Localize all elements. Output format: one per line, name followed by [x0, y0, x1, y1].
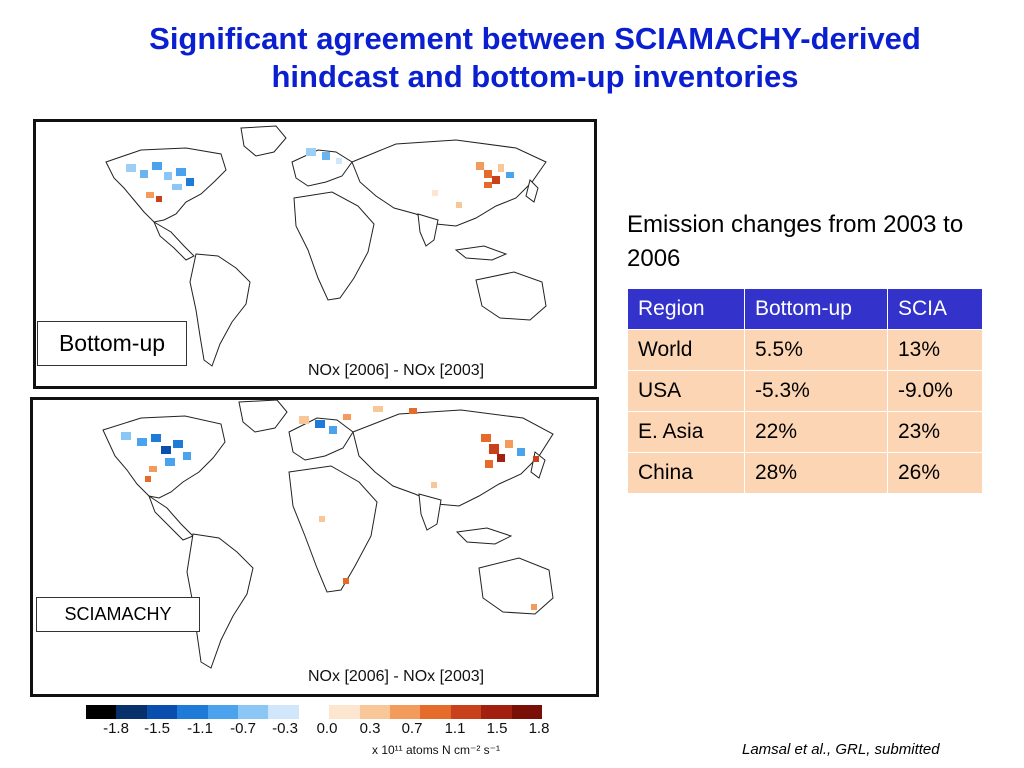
colorbar-segment: [268, 705, 299, 719]
header-region: Region: [627, 288, 745, 330]
colorbar-segment: [359, 705, 391, 719]
slide-title-line1: Significant agreement between SCIAMACHY-…: [149, 21, 921, 56]
header-scia: SCIA: [887, 288, 983, 330]
sciamachy-caption: NOx [2006] - NOx [2003]: [308, 668, 485, 685]
colorbar-tick: 0.7: [401, 720, 423, 737]
row-bottom-up: 28%: [744, 452, 888, 494]
citation: Lamsal et al., GRL, submitted: [742, 741, 940, 758]
sciamachy-map-panel: SCIAMACHY NOx [2006] - NOx [2003]: [30, 397, 599, 697]
colorbar-segment: [298, 705, 330, 719]
colorbar: [86, 705, 543, 719]
bottom-up-label: Bottom-up: [37, 321, 187, 366]
bottom-up-world-map: [105, 125, 547, 367]
table-row: USA -5.3% -9.0%: [627, 370, 983, 412]
bottom-up-caption: NOx [2006] - NOx [2003]: [308, 362, 485, 379]
slide-title-line2: hindcast and bottom-up inventories: [271, 59, 799, 94]
row-scia: 26%: [887, 452, 983, 494]
colorbar-segment: [450, 705, 482, 719]
colorbar-tick: -1.5: [144, 720, 170, 737]
colorbar-segment: [238, 705, 269, 719]
colorbar-tick: -1.8: [103, 720, 129, 737]
row-scia: -9.0%: [887, 370, 983, 412]
slide-title: Significant agreement between SCIAMACHY-…: [60, 20, 1010, 96]
colorbar-segment: [511, 705, 543, 719]
row-region: USA: [627, 370, 745, 412]
sciamachy-label: SCIAMACHY: [36, 597, 200, 632]
colorbar-tick: -0.3: [272, 720, 298, 737]
colorbar-segment: [116, 705, 147, 719]
row-scia: 23%: [887, 411, 983, 453]
row-scia: 13%: [887, 329, 983, 371]
header-bottom-up: Bottom-up: [744, 288, 888, 330]
colorbar-tick: 0.0: [316, 720, 338, 737]
row-bottom-up: 5.5%: [744, 329, 888, 371]
table-header-row: Region Bottom-up SCIA: [627, 288, 983, 330]
colorbar-segment: [420, 705, 451, 719]
row-bottom-up: -5.3%: [744, 370, 888, 412]
colorbar-tick: 1.1: [444, 720, 466, 737]
colorbar-tick: -1.1: [187, 720, 213, 737]
colorbar-segment: [146, 705, 178, 719]
colorbar-segment: [329, 705, 360, 719]
colorbar-tick: 1.8: [528, 720, 550, 737]
colorbar-unit: x 10¹¹ atoms N cm⁻² s⁻¹: [372, 743, 501, 757]
emission-changes-heading: Emission changes from 2003 to 2006: [627, 211, 964, 272]
colorbar-tick: 0.3: [359, 720, 381, 737]
colorbar-tick: 1.5: [486, 720, 508, 737]
sciamachy-world-map: [102, 400, 554, 669]
colorbar-tick: -0.7: [230, 720, 256, 737]
emission-changes-table: Region Bottom-up SCIA World 5.5% 13% USA…: [627, 288, 983, 494]
row-region: China: [627, 452, 745, 494]
bottom-up-map-panel: Bottom-up NOx [2006] - NOx [2003]: [33, 119, 597, 389]
colorbar-segment: [481, 705, 512, 719]
table-row: China 28% 26%: [627, 452, 983, 494]
colorbar-segment: [86, 705, 117, 719]
colorbar-segment: [390, 705, 421, 719]
row-region: E. Asia: [627, 411, 745, 453]
table-row: World 5.5% 13%: [627, 329, 983, 371]
table-row: E. Asia 22% 23%: [627, 411, 983, 453]
colorbar-segment: [207, 705, 239, 719]
row-bottom-up: 22%: [744, 411, 888, 453]
row-region: World: [627, 329, 745, 371]
colorbar-segment: [177, 705, 208, 719]
